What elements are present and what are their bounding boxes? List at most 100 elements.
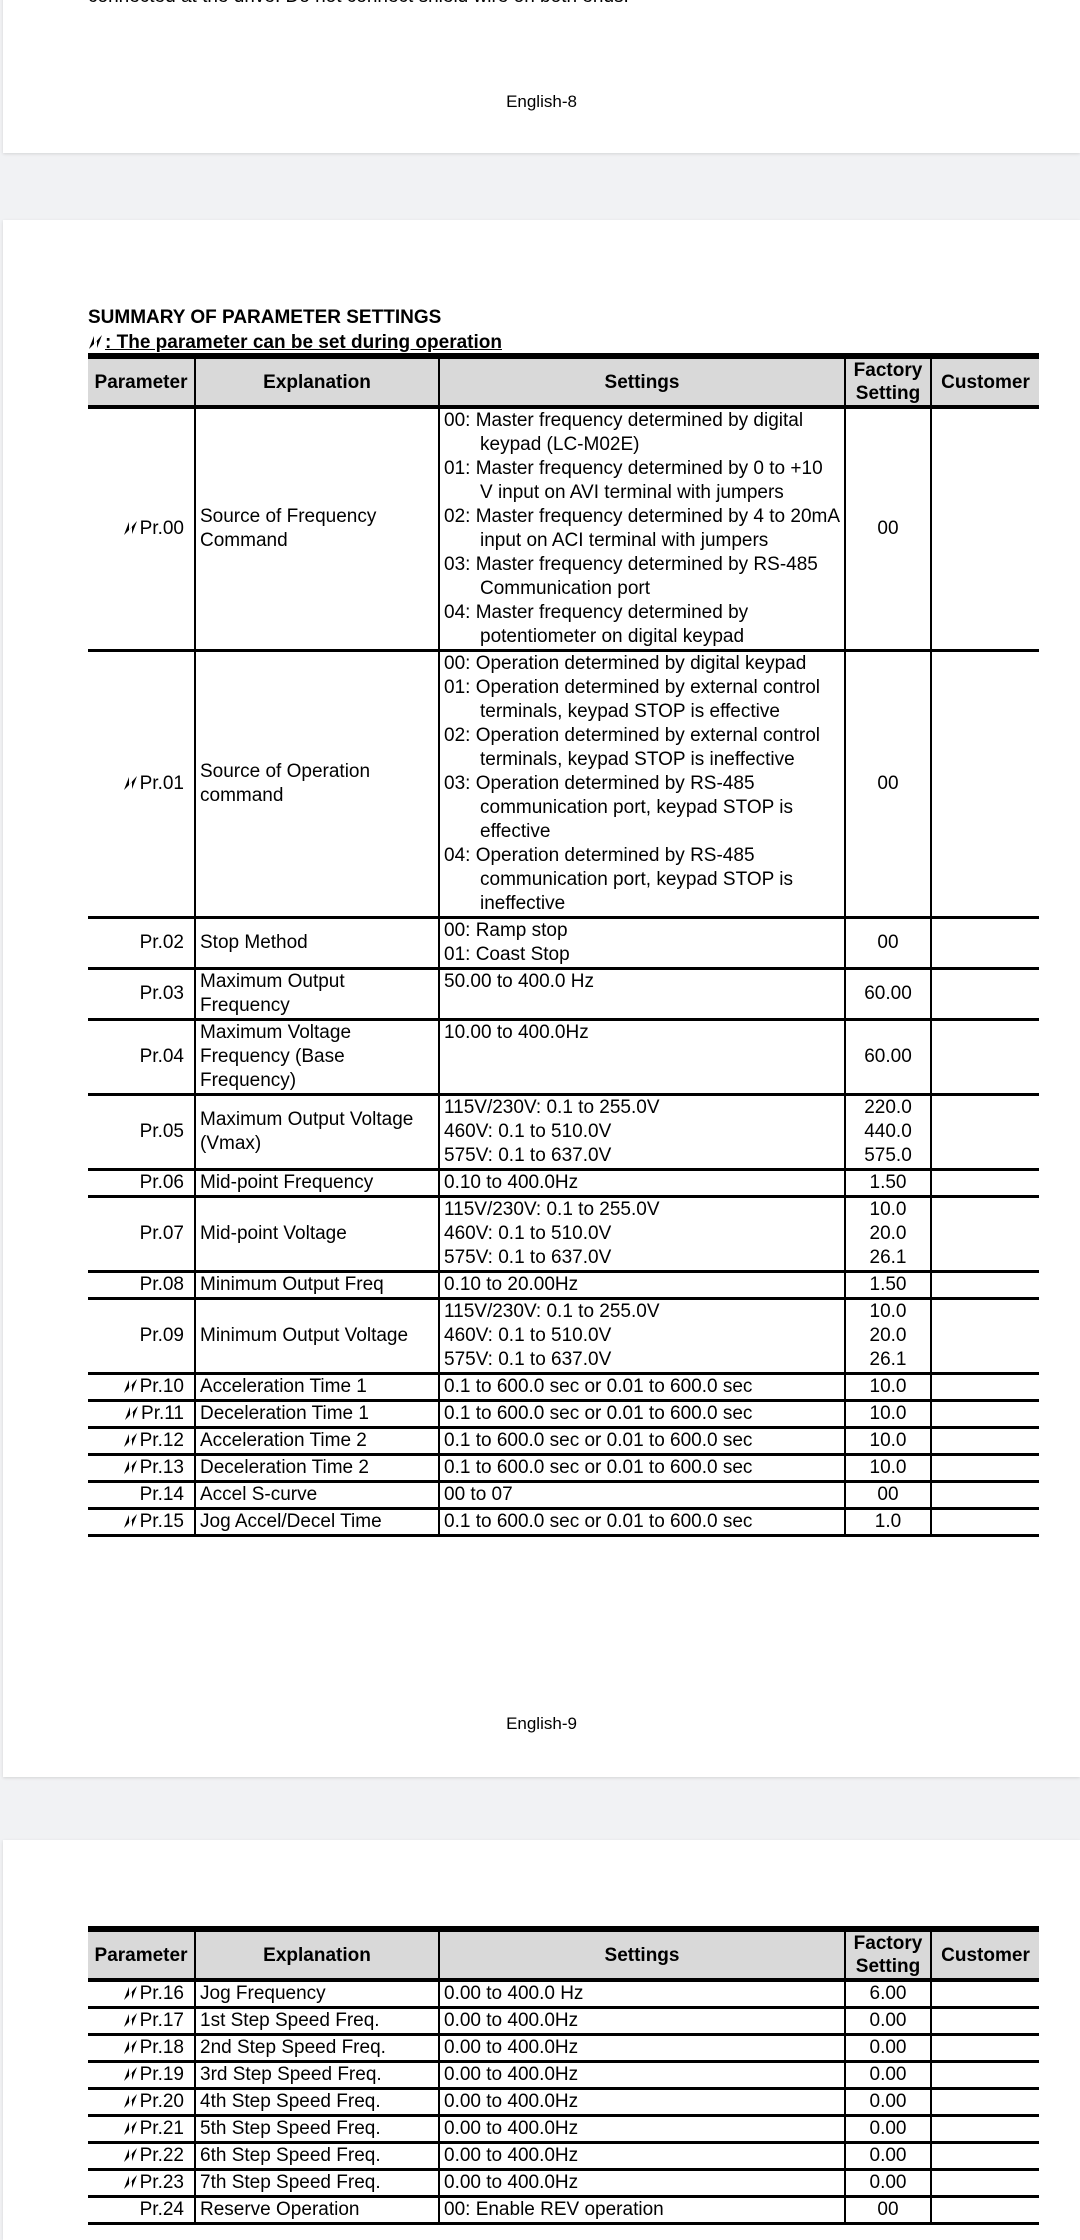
parameter-cell: Pr.06 xyxy=(88,1169,196,1198)
factory-setting-cell: 6.00 xyxy=(844,1980,932,2009)
customer-cell[interactable] xyxy=(930,1427,1039,1456)
setting-option: 0.00 to 400.0Hz xyxy=(444,2010,579,2031)
settings-cell: 00: Master frequency determined by digit… xyxy=(438,407,846,652)
page-10: Parameter Explanation Settings Factory Se… xyxy=(3,1840,1080,2240)
factory-value: 10.0 xyxy=(869,1457,907,1478)
customer-cell[interactable] xyxy=(930,1400,1039,1429)
explanation-cell: Acceleration Time 2 xyxy=(194,1427,440,1456)
explanation-cell: Accel S-curve xyxy=(194,1481,440,1510)
edit-during-operation-icon xyxy=(123,1460,137,1474)
customer-cell[interactable] xyxy=(930,2169,1039,2198)
edit-during-operation-icon xyxy=(123,2148,137,2162)
explanation-cell: Deceleration Time 1 xyxy=(194,1400,440,1429)
setting-option: 00: Ramp stop xyxy=(444,920,568,941)
setting-option: 460V: 0.1 to 510.0V xyxy=(444,1121,612,1142)
factory-value: 26.1 xyxy=(869,1247,907,1268)
setting-option: 00: Enable REV operation xyxy=(444,2199,664,2220)
factory-setting-cell: 0.00 xyxy=(844,2061,932,2090)
customer-cell[interactable] xyxy=(930,1196,1039,1273)
customer-cell[interactable] xyxy=(930,2034,1039,2063)
factory-value: 00 xyxy=(877,932,899,953)
parameter-code: Pr.09 xyxy=(139,1325,184,1346)
table-row: Pr.18 2nd Step Speed Freq. 0.00 to 400.0… xyxy=(88,2034,1039,2063)
customer-cell[interactable] xyxy=(930,1373,1039,1402)
factory-value: 26.1 xyxy=(869,1349,907,1370)
settings-cell: 0.1 to 600.0 sec or 0.01 to 600.0 sec xyxy=(438,1508,846,1537)
parameter-cell: Pr.24 xyxy=(88,2196,196,2225)
parameter-code: Pr.20 xyxy=(139,2091,184,2112)
table-row: Pr.03 Maximum Output Frequency 50.00 to … xyxy=(88,968,1039,1021)
customer-cell[interactable] xyxy=(930,917,1039,970)
edit-during-operation-icon xyxy=(123,2067,137,2081)
explanation-cell: Deceleration Time 2 xyxy=(194,1454,440,1483)
setting-option: 04: Operation determined by RS-485 commu… xyxy=(444,845,793,914)
customer-cell[interactable] xyxy=(930,407,1039,652)
parameter-code: Pr.22 xyxy=(139,2145,184,2166)
explanation-cell: Reserve Operation xyxy=(194,2196,440,2225)
table-row: Pr.14 Accel S-curve 00 to 07 00 xyxy=(88,1481,1039,1510)
table-row: Pr.22 6th Step Speed Freq. 0.00 to 400.0… xyxy=(88,2142,1039,2171)
customer-cell[interactable] xyxy=(930,1094,1039,1171)
factory-value: 6.00 xyxy=(869,1983,907,2004)
setting-option: 460V: 0.1 to 510.0V xyxy=(444,1325,612,1346)
setting-option: 02: Operation determined by external con… xyxy=(444,725,820,770)
page-8: connected at the drive. Do not connect s… xyxy=(3,0,1080,153)
customer-cell[interactable] xyxy=(930,1019,1039,1096)
setting-option: 0.1 to 600.0 sec or 0.01 to 600.0 sec xyxy=(444,1403,753,1424)
customer-cell[interactable] xyxy=(930,2088,1039,2117)
setting-option: 00: Master frequency determined by digit… xyxy=(444,410,804,455)
customer-cell[interactable] xyxy=(930,2196,1039,2225)
setting-option: 115V/230V: 0.1 to 255.0V xyxy=(444,1301,660,1322)
customer-cell[interactable] xyxy=(930,1508,1039,1537)
customer-cell[interactable] xyxy=(930,1454,1039,1483)
factory-setting-cell: 0.00 xyxy=(844,2169,932,2198)
explanation-cell: Minimum Output Voltage xyxy=(194,1298,440,1375)
table-row: Pr.00 Source of Frequency Command 00: Ma… xyxy=(88,407,1039,652)
table-row: Pr.10 Acceleration Time 1 0.1 to 600.0 s… xyxy=(88,1373,1039,1402)
explanation-cell: Source of Operation command xyxy=(194,650,440,919)
parameter-cell: Pr.16 xyxy=(88,1980,196,2009)
edit-during-operation-icon xyxy=(123,2013,137,2027)
customer-cell[interactable] xyxy=(930,2007,1039,2036)
customer-cell[interactable] xyxy=(930,1980,1039,2009)
factory-setting-cell: 00 xyxy=(844,917,932,970)
table-row: Pr.19 3rd Step Speed Freq. 0.00 to 400.0… xyxy=(88,2061,1039,2090)
customer-cell[interactable] xyxy=(930,1298,1039,1375)
factory-setting-cell: 60.00 xyxy=(844,968,932,1021)
customer-cell[interactable] xyxy=(930,2142,1039,2171)
factory-value: 00 xyxy=(877,2199,899,2220)
parameter-code: Pr.05 xyxy=(139,1121,184,1142)
setting-option: 115V/230V: 0.1 to 255.0V xyxy=(444,1199,660,1220)
parameter-code: Pr.11 xyxy=(141,1403,184,1424)
parameter-code: Pr.00 xyxy=(139,518,184,539)
parameter-code: Pr.10 xyxy=(139,1376,184,1397)
edit-during-operation-icon xyxy=(123,2175,137,2189)
customer-cell[interactable] xyxy=(930,1169,1039,1198)
setting-option: 01: Operation determined by external con… xyxy=(444,677,820,722)
table-row: Pr.04 Maximum Voltage Frequency (Base Fr… xyxy=(88,1019,1039,1096)
customer-cell[interactable] xyxy=(930,2115,1039,2144)
page-number: English-9 xyxy=(506,1714,577,1733)
settings-cell: 00 to 07 xyxy=(438,1481,846,1510)
parameter-code: Pr.13 xyxy=(139,1457,184,1478)
customer-cell[interactable] xyxy=(930,2061,1039,2090)
customer-cell[interactable] xyxy=(930,968,1039,1021)
edit-during-operation-icon xyxy=(123,776,137,790)
explanation-cell: 4th Step Speed Freq. xyxy=(194,2088,440,2117)
page-number: English-8 xyxy=(506,92,577,111)
parameter-cell: Pr.00 xyxy=(88,407,196,652)
customer-cell[interactable] xyxy=(930,1271,1039,1300)
factory-setting-cell: 0.00 xyxy=(844,2088,932,2117)
setting-option: 575V: 0.1 to 637.0V xyxy=(444,1247,612,1268)
settings-cell: 00: Enable REV operation xyxy=(438,2196,846,2225)
setting-option: 0.10 to 20.00Hz xyxy=(444,1274,579,1295)
factory-value: 10.0 xyxy=(869,1430,907,1451)
explanation-cell: Maximum Voltage Frequency (Base Frequenc… xyxy=(194,1019,440,1096)
parameter-cell: Pr.12 xyxy=(88,1427,196,1456)
customer-cell[interactable] xyxy=(930,1481,1039,1510)
parameter-cell: Pr.13 xyxy=(88,1454,196,1483)
customer-cell[interactable] xyxy=(930,650,1039,919)
factory-value: 10.0 xyxy=(869,1403,907,1424)
table-row: Pr.21 5th Step Speed Freq. 0.00 to 400.0… xyxy=(88,2115,1039,2144)
factory-setting-cell: 0.00 xyxy=(844,2115,932,2144)
